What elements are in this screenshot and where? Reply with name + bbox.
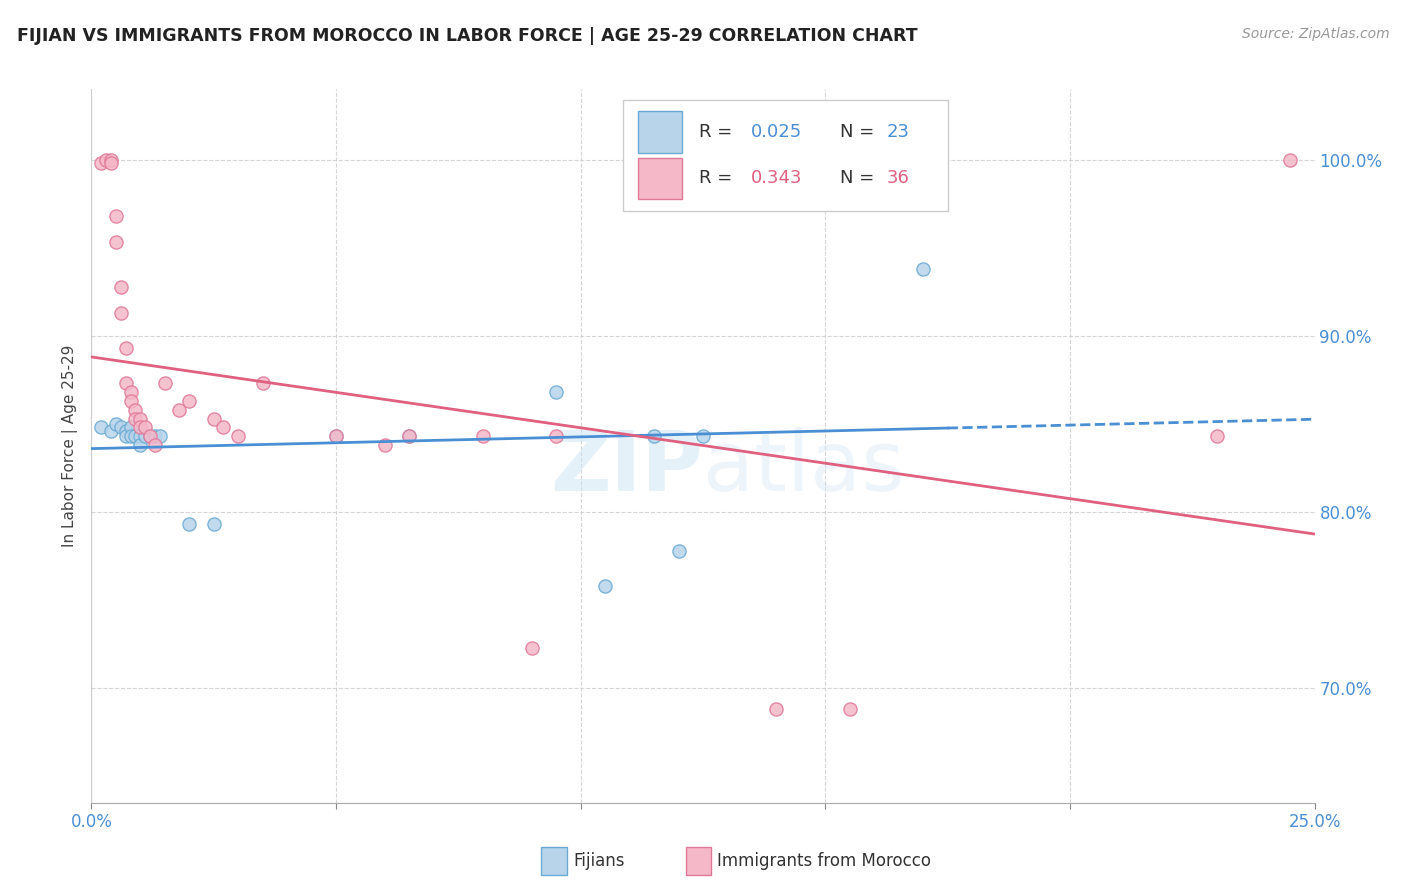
Point — [593, 579, 616, 593]
Point — [374, 438, 396, 452]
Text: N =: N = — [839, 169, 880, 187]
Point — [134, 420, 156, 434]
Point — [912, 261, 935, 276]
Point — [110, 279, 132, 293]
Point — [110, 306, 132, 320]
Point — [104, 209, 127, 223]
Text: 0.025: 0.025 — [751, 123, 801, 141]
Point — [546, 385, 568, 400]
Point — [765, 702, 787, 716]
Text: Source: ZipAtlas.com: Source: ZipAtlas.com — [1241, 27, 1389, 41]
Point — [120, 394, 142, 409]
Point — [120, 420, 142, 434]
Point — [325, 429, 347, 443]
Point — [325, 429, 347, 443]
Point — [149, 429, 172, 443]
Point — [94, 153, 117, 167]
Point — [100, 424, 122, 438]
Point — [546, 429, 568, 443]
Text: R =: R = — [699, 123, 738, 141]
Point — [398, 429, 420, 443]
Text: 0.343: 0.343 — [751, 169, 803, 187]
Point — [692, 429, 714, 443]
Point — [643, 429, 665, 443]
FancyBboxPatch shape — [623, 100, 948, 211]
Point — [110, 420, 132, 434]
Point — [139, 429, 162, 443]
Text: Immigrants from Morocco: Immigrants from Morocco — [717, 852, 931, 870]
Y-axis label: In Labor Force | Age 25-29: In Labor Force | Age 25-29 — [62, 345, 79, 547]
Point — [120, 385, 142, 400]
Point — [100, 153, 122, 167]
Point — [520, 640, 543, 655]
Point — [124, 429, 146, 443]
Point — [114, 424, 136, 438]
Text: FIJIAN VS IMMIGRANTS FROM MOROCCO IN LABOR FORCE | AGE 25-29 CORRELATION CHART: FIJIAN VS IMMIGRANTS FROM MOROCCO IN LAB… — [17, 27, 918, 45]
Point — [114, 376, 136, 391]
FancyBboxPatch shape — [638, 158, 682, 199]
Point — [120, 429, 142, 443]
Point — [129, 420, 152, 434]
Point — [90, 420, 112, 434]
Point — [143, 438, 166, 452]
Point — [129, 429, 152, 443]
Point — [134, 429, 156, 443]
FancyBboxPatch shape — [638, 112, 682, 153]
Point — [104, 417, 127, 431]
Point — [226, 429, 249, 443]
Point — [90, 156, 112, 170]
Point — [114, 429, 136, 443]
Point — [471, 429, 494, 443]
Point — [114, 341, 136, 355]
Point — [143, 429, 166, 443]
Point — [838, 702, 860, 716]
Text: atlas: atlas — [703, 427, 904, 508]
Point — [668, 544, 690, 558]
Point — [398, 429, 420, 443]
Point — [179, 517, 201, 532]
Point — [104, 235, 127, 250]
Point — [139, 429, 162, 443]
Text: 36: 36 — [887, 169, 910, 187]
Point — [212, 420, 235, 434]
Point — [100, 156, 122, 170]
Point — [169, 403, 191, 417]
Point — [124, 411, 146, 425]
Text: ZIP: ZIP — [551, 427, 703, 508]
Point — [129, 438, 152, 452]
Point — [129, 411, 152, 425]
Point — [124, 403, 146, 417]
Point — [202, 517, 225, 532]
Text: R =: R = — [699, 169, 738, 187]
Point — [202, 411, 225, 425]
Point — [252, 376, 274, 391]
Point — [179, 394, 201, 409]
Text: N =: N = — [839, 123, 880, 141]
Point — [1205, 429, 1227, 443]
Text: Fijians: Fijians — [574, 852, 626, 870]
Point — [1279, 153, 1302, 167]
Text: 23: 23 — [887, 123, 910, 141]
Point — [153, 376, 176, 391]
